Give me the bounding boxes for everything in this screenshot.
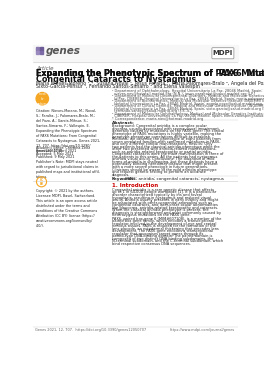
Text: Methods: we describe the phenotype of eight patients from: Methods: we describe the phenotype of ei…: [112, 137, 221, 141]
Text: Background: Congenital aniridia is a complex ocular: Background: Congenital aniridia is a com…: [112, 124, 207, 128]
Text: 1. Introduction: 1. Introduction: [112, 183, 158, 188]
FancyBboxPatch shape: [212, 48, 234, 59]
Text: ¹ Department of Ophthalmology, Hospital Universitario La Paz, 28046 Madrid, Spai: ¹ Department of Ophthalmology, Hospital …: [112, 90, 263, 93]
Text: Hospital Universitario La Paz, 28046 Madrid, Spain; angela.pozo@salud.madrid.org: Hospital Universitario La Paz, 28046 Mad…: [112, 102, 262, 106]
Text: Abstract:: Abstract:: [112, 121, 135, 125]
Text: Hospital Universitario La Paz, 28046 Madrid, Spain; sixto.garcia@salud.madrid.or: Hospital Universitario La Paz, 28046 Mad…: [112, 107, 264, 111]
Text: ³ Department of Bioinformatics, Medical and Molecular Genetics Institute (INGEMM: ³ Department of Bioinformatics, Medical …: [112, 99, 264, 103]
Text: with a more severe phenotype in future generations.: with a more severe phenotype in future g…: [112, 165, 208, 169]
Text: disorder, usually associated with severe visual impairment,: disorder, usually associated with severe…: [112, 127, 220, 131]
Text: Copyright: © 2021 by the authors.
Licensee MDPI, Basel, Switzerland.
This articl: Copyright: © 2021 by the authors. Licens…: [36, 189, 97, 228]
Text: regulator that recognises target genes through its: regulator that recognises target genes t…: [112, 232, 204, 236]
Text: Expanding the Phenotypic Spectrum of: Expanding the Phenotypic Spectrum of: [36, 69, 216, 78]
Text: ⁵ Department of Molecular Ophthalmology, Medical and Molecular Genetics Institut: ⁵ Department of Molecular Ophthalmology,…: [112, 112, 264, 116]
Text: check
for
updates: check for updates: [37, 92, 48, 106]
Text: PAX6; aniridia; congenital cataracts; nystagmus: PAX6; aniridia; congenital cataracts; ny…: [124, 177, 224, 181]
Text: bind respective consensus DNA sequences.: bind respective consensus DNA sequences.: [112, 242, 191, 246]
Text: paired-type DNA-binding domain. The paired domain is: paired-type DNA-binding domain. The pair…: [112, 234, 213, 238]
Text: fernando.santos@salud.madrid.org (F.S.-S.): fernando.santos@salud.madrid.org (F.S.-S…: [112, 109, 192, 113]
Text: CC
BY: CC BY: [39, 178, 44, 186]
Text: potentially blinding hereditary disease that might present: potentially blinding hereditary disease …: [112, 163, 218, 166]
Bar: [33, 45, 238, 62]
Text: and very different clinical manifestations. Results: Only: and very different clinical manifestatio…: [112, 142, 213, 146]
Bar: [40, 51, 43, 54]
Text: Accepted: 5 May 2021: Accepted: 5 May 2021: [36, 152, 74, 156]
Text: the patients in this series. All the patients had nystagmus: the patients in this series. All the pat…: [112, 155, 218, 159]
Text: two patients had the classical aniridia phenotype while the: two patients had the classical aniridia …: [112, 145, 220, 149]
Text: Published: 9 May 2021: Published: 9 May 2021: [36, 155, 74, 159]
Text: up to 1 in 64,000 people worldwide [1]. It is a pancocular: up to 1 in 64,000 people worldwide [1]. …: [112, 191, 216, 194]
Text: other two presented with aniridia-related manifestations,: other two presented with aniridia-relate…: [112, 147, 216, 151]
Text: Genes 2021, 12, 707.  https://doi.org/10.3390/genes12050707: Genes 2021, 12, 707. https://doi.org/10.…: [35, 328, 147, 332]
Text: Sixto-Garcia-Mihsur ¹, Fernando Santos-Simarro ⁴ and Elena Vallespin ⁵: Sixto-Garcia-Mihsur ¹, Fernando Santos-S…: [36, 84, 203, 90]
Text: acuity. Aniridia usually presents in early infancy and might: acuity. Aniridia usually presents in ear…: [112, 198, 218, 202]
Text: diagnosis is straightforward and most commonly caused by: diagnosis is straightforward and most co…: [112, 211, 221, 215]
Text: Academic Editor: Christina Zeitz: Academic Editor: Christina Zeitz: [36, 145, 90, 150]
Text: CIBERER, Hospital Universitario La Paz, 28046 Madrid, Spain; elena.vallespin@sal: CIBERER, Hospital Universitario La Paz, …: [112, 114, 264, 118]
Text: composed of two distinct DNA-binding subdomains, the: composed of two distinct DNA-binding sub…: [112, 237, 214, 241]
Text: Clinicians should be aware of the mild aniridia phenotype: Clinicians should be aware of the mild a…: [112, 167, 217, 172]
Text: heterozygous mutations on the PAX6 gene.: heterozygous mutations on the PAX6 gene.: [112, 213, 191, 217]
Text: genes: genes: [45, 46, 80, 56]
Text: MDPI: MDPI: [213, 50, 233, 56]
Text: Keywords:: Keywords:: [112, 177, 136, 181]
Text: forms of aniridia in challenging, but these patients have a: forms of aniridia in challenging, but th…: [112, 160, 218, 164]
Text: When the classical aniridia phenotype is present, the: When the classical aniridia phenotype is…: [112, 208, 209, 212]
Text: development. The PAX6 gene encodes a transcriptional: development. The PAX6 gene encodes a tra…: [112, 229, 213, 233]
Text: N-terminal subdomain, and the C-terminal subdomain, which: N-terminal subdomain, and the C-terminal…: [112, 239, 223, 244]
Text: PAX6, paired box gene 6 (MIM#607108), is a member of the: PAX6, paired box gene 6 (MIM#607108), is…: [112, 217, 221, 220]
Text: phenotype of PAX6 mutations is highly variable, making the: phenotype of PAX6 mutations is highly va…: [112, 132, 221, 136]
Text: genotype-phenotype correlations difficult to establish.: genotype-phenotype correlations difficul…: [112, 135, 211, 138]
Text: and low visual acuity. Conclusions: The diagnosis of mild: and low visual acuity. Conclusions: The …: [112, 157, 215, 162]
Text: Maria Nieves-Moreno ¹,*, Susana Noval ¹, Jesus Peralta ¹, Maria Palomares-Bralo : Maria Nieves-Moreno ¹,*, Susana Noval ¹,…: [36, 81, 264, 86]
Text: diagnosis.: diagnosis.: [112, 173, 130, 177]
Text: Expanding the Phenotypic Spectrum of PAX6 Mutations: From: Expanding the Phenotypic Spectrum of PAX…: [36, 69, 264, 78]
Text: https://www.mdpi.com/journal/genes: https://www.mdpi.com/journal/genes: [170, 328, 235, 332]
Text: nervous tissues. PAX6 is required for the formation of the: nervous tissues. PAX6 is required for th…: [112, 224, 216, 228]
Text: Congenital Cataracts to Nystagmus: Congenital Cataracts to Nystagmus: [36, 75, 196, 84]
Text: like glaucoma, aniridia-related keratopathy and cataracts.: like glaucoma, aniridia-related keratopa…: [112, 206, 218, 210]
Text: Congenital aniridia is a rare genetic disease that affects: Congenital aniridia is a rare genetic di…: [112, 188, 214, 192]
Text: such as aniridia-related keratopathy or partial aniridia.: such as aniridia-related keratopathy or …: [112, 150, 212, 154]
Text: ⁴ Department of Clinical Genetics, Medical and Molecular Genetics Institute (ING: ⁴ Department of Clinical Genetics, Medic…: [112, 104, 264, 108]
Circle shape: [36, 93, 49, 105]
Text: disorder characterized typically by iris and foveal: disorder characterized typically by iris…: [112, 193, 202, 197]
Text: hypoplasia, resulting in nystagmus and reduced visual: hypoplasia, resulting in nystagmus and r…: [112, 195, 211, 200]
Text: Received: 11 April 2021: Received: 11 April 2021: [36, 150, 76, 153]
Text: lens placode, an ectodermal thickening that precedes lens: lens placode, an ectodermal thickening t…: [112, 227, 219, 231]
Text: IdIPaz, CIBERER, Hospital Universitario La Paz, 28046 Madrid, Spain; maria.palom: IdIPaz, CIBERER, Hospital Universitario …: [112, 97, 264, 101]
Text: Article: Article: [36, 66, 54, 71]
Text: nieves.nev@hotmail.madrid.org (N.N.); jesus.peraltalot@salud.madrid.org (J.P.): nieves.nev@hotmail.madrid.org (N.N.); je…: [112, 92, 255, 96]
Bar: [40, 47, 43, 51]
Bar: [36, 47, 39, 51]
Text: generally caused by mutations on the PAX6 gene. The clinical: generally caused by mutations on the PAX…: [112, 129, 224, 134]
Text: ² Department of Molecular Developmental Disorders, Medical and Molecular Genetic: ² Department of Molecular Developmental …: [112, 94, 264, 98]
Text: seven unrelated families with confirmed mutations in PAX6,: seven unrelated families with confirmed …: [112, 140, 220, 144]
Bar: [36, 51, 39, 54]
Text: * Correspondence: maria.niev@hotmail.madrid.org: * Correspondence: maria.niev@hotmail.mad…: [112, 116, 203, 120]
Text: paired box gene family, which encodes a transcriptional: paired box gene family, which encodes a …: [112, 219, 214, 223]
Text: regulator involved in the development of eye and central: regulator involved in the development of…: [112, 222, 216, 226]
Text: congenital cataracts, and later-onset ocular abnormalities: congenital cataracts, and later-onset oc…: [112, 203, 218, 207]
Text: Citation: Nieves-Moreno, M.; Noval,
S.; Peralta, J.; Palomares-Bralo, M.;
del Po: Citation: Nieves-Moreno, M.; Noval, S.; …: [36, 109, 100, 153]
Text: Expanding the Phenotypic Spectrum of ‘PAX6’ Mutations: From: Expanding the Phenotypic Spectrum of ‘PA…: [36, 69, 264, 78]
Text: Publisher’s Note: MDPI stays neutral
with regard to jurisdictional claims in
pub: Publisher’s Note: MDPI stays neutral wit…: [36, 160, 100, 179]
Text: and request genetic testing to perform an accurate: and request genetic testing to perform a…: [112, 170, 206, 174]
Text: be associated with other congenital anomalies such as: be associated with other congenital anom…: [112, 201, 212, 205]
Text: Congenital cataracts were the main manifestation in three of: Congenital cataracts were the main manif…: [112, 152, 223, 156]
